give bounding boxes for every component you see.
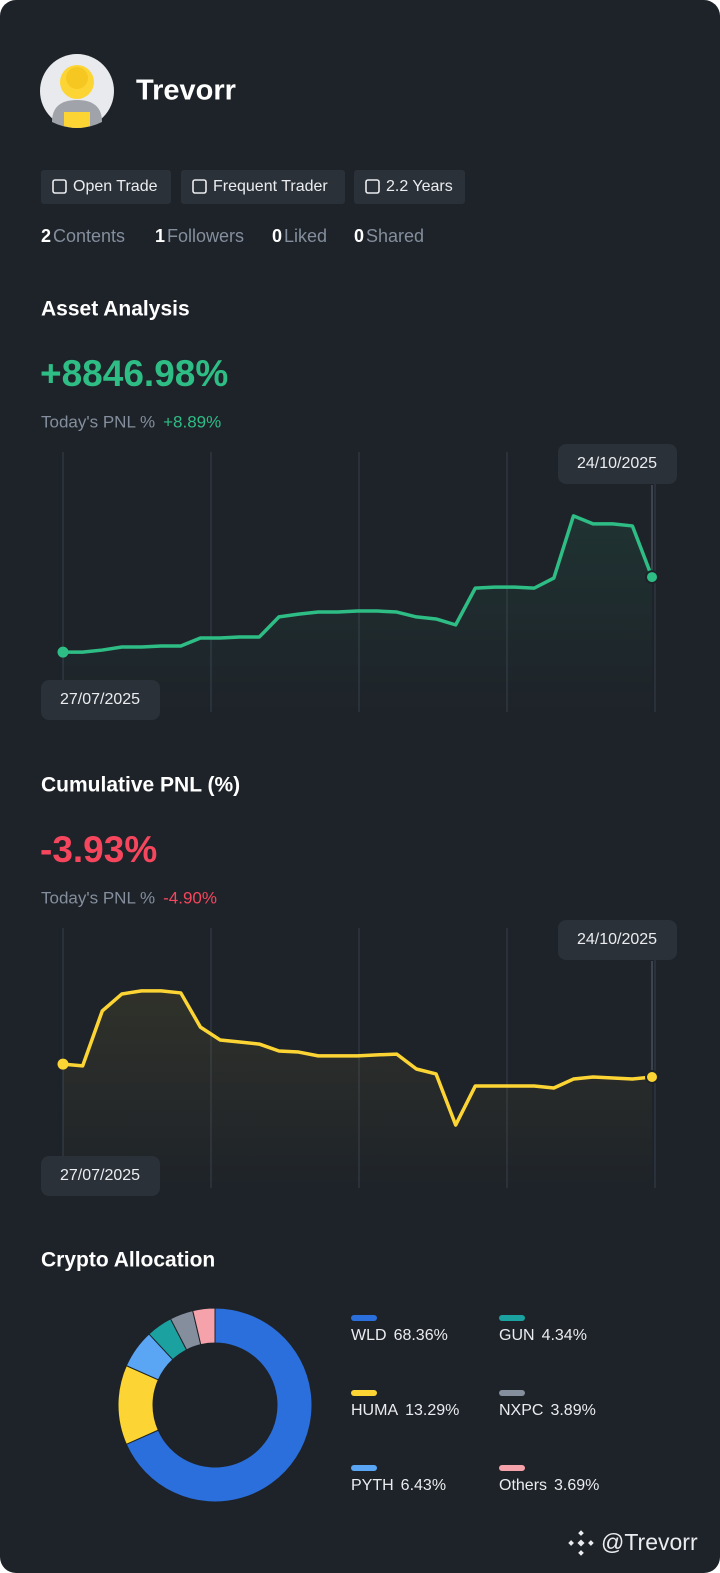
section-title: Asset Analysis	[41, 298, 190, 321]
area	[63, 990, 652, 1188]
donut-slice	[125, 1307, 313, 1503]
stat-label: Followers	[167, 226, 244, 246]
legend-value: 3.69%	[554, 1477, 599, 1494]
today-label: Today's PNL %	[41, 888, 155, 907]
headline-value: +8846.98%	[40, 353, 228, 394]
badge	[41, 170, 171, 204]
user-name: Trevorr	[136, 75, 236, 107]
donut-slice	[192, 1307, 216, 1346]
stats: 2 Contents 1 Followers 0 Liked 0 Shared	[41, 226, 424, 246]
avatar	[40, 54, 114, 128]
legend-name: NXPC	[499, 1402, 543, 1419]
badge-icon	[52, 179, 67, 194]
legend-name: Others	[499, 1477, 547, 1494]
badge-label: Frequent Trader	[213, 178, 328, 195]
legend-value: 6.43%	[401, 1477, 446, 1494]
footer-handle: @Trevorr	[601, 1529, 698, 1555]
legend-name: HUMA	[351, 1402, 398, 1419]
badge-label: Open Trade	[73, 178, 158, 195]
section-title: Cumulative PNL (%)	[41, 774, 240, 797]
stat-label: Shared	[366, 226, 424, 246]
badge	[181, 170, 345, 204]
date-chip	[558, 920, 677, 960]
badges: Open Trade Frequent Trader 2.2 Years	[41, 170, 465, 204]
line	[63, 514, 654, 654]
end-point	[645, 570, 659, 585]
line	[62, 989, 653, 1127]
date-chip	[558, 444, 677, 484]
legend-swatch	[351, 1390, 377, 1396]
legend-name: PYTH	[351, 1477, 394, 1494]
badge	[354, 170, 465, 204]
legend-swatch	[499, 1315, 525, 1321]
legend-value: 3.89%	[550, 1402, 595, 1419]
legend-swatch	[499, 1465, 525, 1471]
start-date: 27/07/2025	[60, 691, 140, 708]
date-chip	[41, 1156, 160, 1196]
stat-value: 2	[41, 226, 51, 246]
start-point	[57, 1058, 69, 1070]
area	[63, 515, 652, 712]
stat-value: 0	[272, 226, 282, 246]
today-value: +8.89%	[163, 412, 221, 431]
brand: @Trevorr	[568, 1529, 698, 1556]
badge-icon	[192, 179, 207, 194]
today-label: Today's PNL %	[41, 412, 155, 431]
legend-swatch	[499, 1390, 525, 1396]
end-date: 24/10/2025	[577, 931, 657, 948]
legend-value: 68.36%	[394, 1327, 448, 1344]
badge-label: 2.2 Years	[386, 178, 453, 195]
legend-value: 4.34%	[542, 1327, 587, 1344]
stat-label: Liked	[284, 226, 327, 246]
badge-icon	[365, 179, 380, 194]
legend-swatch	[351, 1465, 377, 1471]
today-value: -4.90%	[163, 888, 217, 907]
start-point	[57, 646, 69, 658]
end-date: 24/10/2025	[577, 455, 657, 472]
date-chip	[41, 680, 160, 720]
legend-name: WLD	[351, 1327, 387, 1344]
start-date: 27/07/2025	[60, 1167, 140, 1184]
legend-name: GUN	[499, 1327, 535, 1344]
legend-value: 13.29%	[405, 1402, 459, 1419]
headline-value: -3.93%	[40, 829, 157, 870]
legend-swatch	[351, 1315, 377, 1321]
stat-value: 1	[155, 226, 165, 246]
stat-label: Contents	[53, 226, 125, 246]
stat-value: 0	[354, 226, 364, 246]
end-point	[645, 1069, 659, 1084]
section-title: Crypto Allocation	[41, 1249, 215, 1272]
